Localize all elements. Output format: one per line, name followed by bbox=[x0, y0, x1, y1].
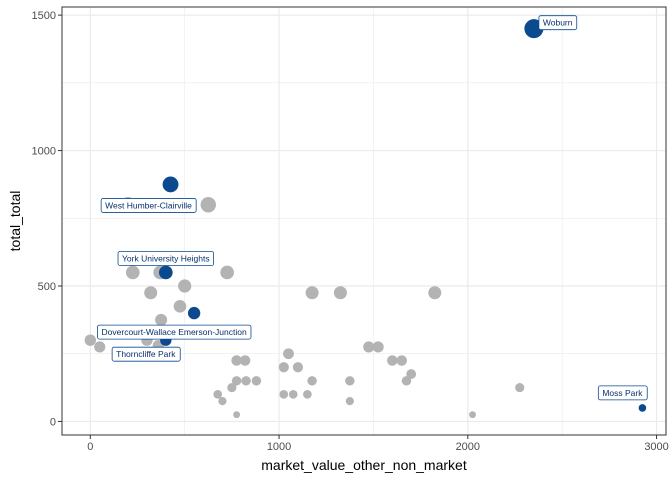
point-callout: Moss Park bbox=[597, 385, 648, 401]
data-point bbox=[401, 376, 412, 386]
callout-box bbox=[538, 15, 578, 31]
callout-box bbox=[597, 385, 648, 401]
data-point bbox=[144, 286, 158, 300]
data-point bbox=[372, 341, 384, 353]
data-point bbox=[84, 334, 96, 346]
point-callout: Dovercourt-Wallace Emerson-Junction bbox=[97, 324, 252, 340]
data-point bbox=[233, 411, 241, 419]
highlight-point bbox=[638, 404, 647, 412]
data-point bbox=[333, 286, 347, 300]
callout-label: York University Heights bbox=[122, 253, 210, 263]
data-point bbox=[469, 411, 476, 419]
data-point bbox=[241, 376, 251, 386]
data-point bbox=[345, 376, 355, 386]
data-point bbox=[278, 362, 289, 373]
point-callouts: Woburn West Humber-Clairville York Univers… bbox=[97, 15, 648, 401]
grid-lines bbox=[62, 7, 666, 435]
y-tick-label: 1500 bbox=[32, 10, 56, 22]
data-point bbox=[239, 355, 251, 366]
data-point bbox=[231, 355, 242, 366]
x-tick-label: 3000 bbox=[644, 441, 668, 453]
highlight-point bbox=[162, 176, 179, 193]
axis-ticks: 0 1000 2000 3000 0 500 1000 1500 bbox=[32, 10, 669, 453]
data-point bbox=[125, 265, 140, 280]
data-point bbox=[307, 376, 317, 386]
callout-box bbox=[97, 324, 252, 340]
data-point bbox=[363, 341, 375, 353]
data-point bbox=[345, 397, 354, 406]
callout-label: Woburn bbox=[543, 18, 573, 28]
data-point bbox=[200, 197, 216, 213]
data-point bbox=[94, 341, 106, 353]
highlight-point bbox=[187, 306, 201, 320]
data-point bbox=[292, 362, 304, 373]
data-point bbox=[173, 300, 187, 313]
data-point bbox=[428, 286, 442, 300]
data-point bbox=[387, 355, 398, 366]
point-callout: Thorncliffe Park bbox=[111, 346, 181, 362]
data-point bbox=[251, 376, 262, 386]
y-tick-label: 1000 bbox=[32, 146, 56, 158]
data-point bbox=[305, 286, 319, 300]
data-point bbox=[288, 390, 298, 399]
data-point bbox=[303, 390, 312, 399]
callout-box bbox=[111, 346, 181, 362]
point-callout: York University Heights bbox=[117, 251, 214, 266]
point-callout: Woburn bbox=[538, 15, 578, 31]
data-point bbox=[227, 383, 237, 393]
y-axis-title: total_total bbox=[7, 191, 23, 252]
callout-label: West Humber-Clairville bbox=[105, 200, 192, 210]
x-tick-label: 0 bbox=[87, 441, 93, 453]
x-tick-label: 2000 bbox=[456, 441, 480, 453]
y-tick-label: 500 bbox=[38, 281, 56, 293]
data-point bbox=[218, 397, 227, 406]
data-point bbox=[406, 369, 417, 379]
point-callout: West Humber-Clairville bbox=[100, 198, 197, 213]
y-tick-label: 0 bbox=[50, 416, 56, 428]
panel-background bbox=[62, 7, 666, 435]
data-point bbox=[178, 279, 192, 293]
x-axis-title: market_value_other_non_market bbox=[261, 457, 467, 473]
data-point bbox=[515, 383, 525, 393]
highlight-point bbox=[159, 265, 173, 280]
data-point bbox=[231, 376, 242, 386]
data-point bbox=[396, 355, 408, 366]
callout-label: Dovercourt-Wallace Emerson-Junction bbox=[102, 327, 247, 337]
callout-label: Moss Park bbox=[602, 388, 643, 398]
data-point bbox=[220, 265, 234, 280]
callout-label: Thorncliffe Park bbox=[116, 349, 176, 359]
data-point bbox=[155, 313, 168, 326]
data-point bbox=[213, 390, 223, 399]
panel-border bbox=[61, 6, 667, 436]
data-point bbox=[279, 390, 289, 399]
x-tick-label: 1000 bbox=[267, 441, 291, 453]
callout-box bbox=[100, 198, 197, 213]
callout-box bbox=[117, 251, 214, 266]
data-point bbox=[283, 348, 294, 360]
